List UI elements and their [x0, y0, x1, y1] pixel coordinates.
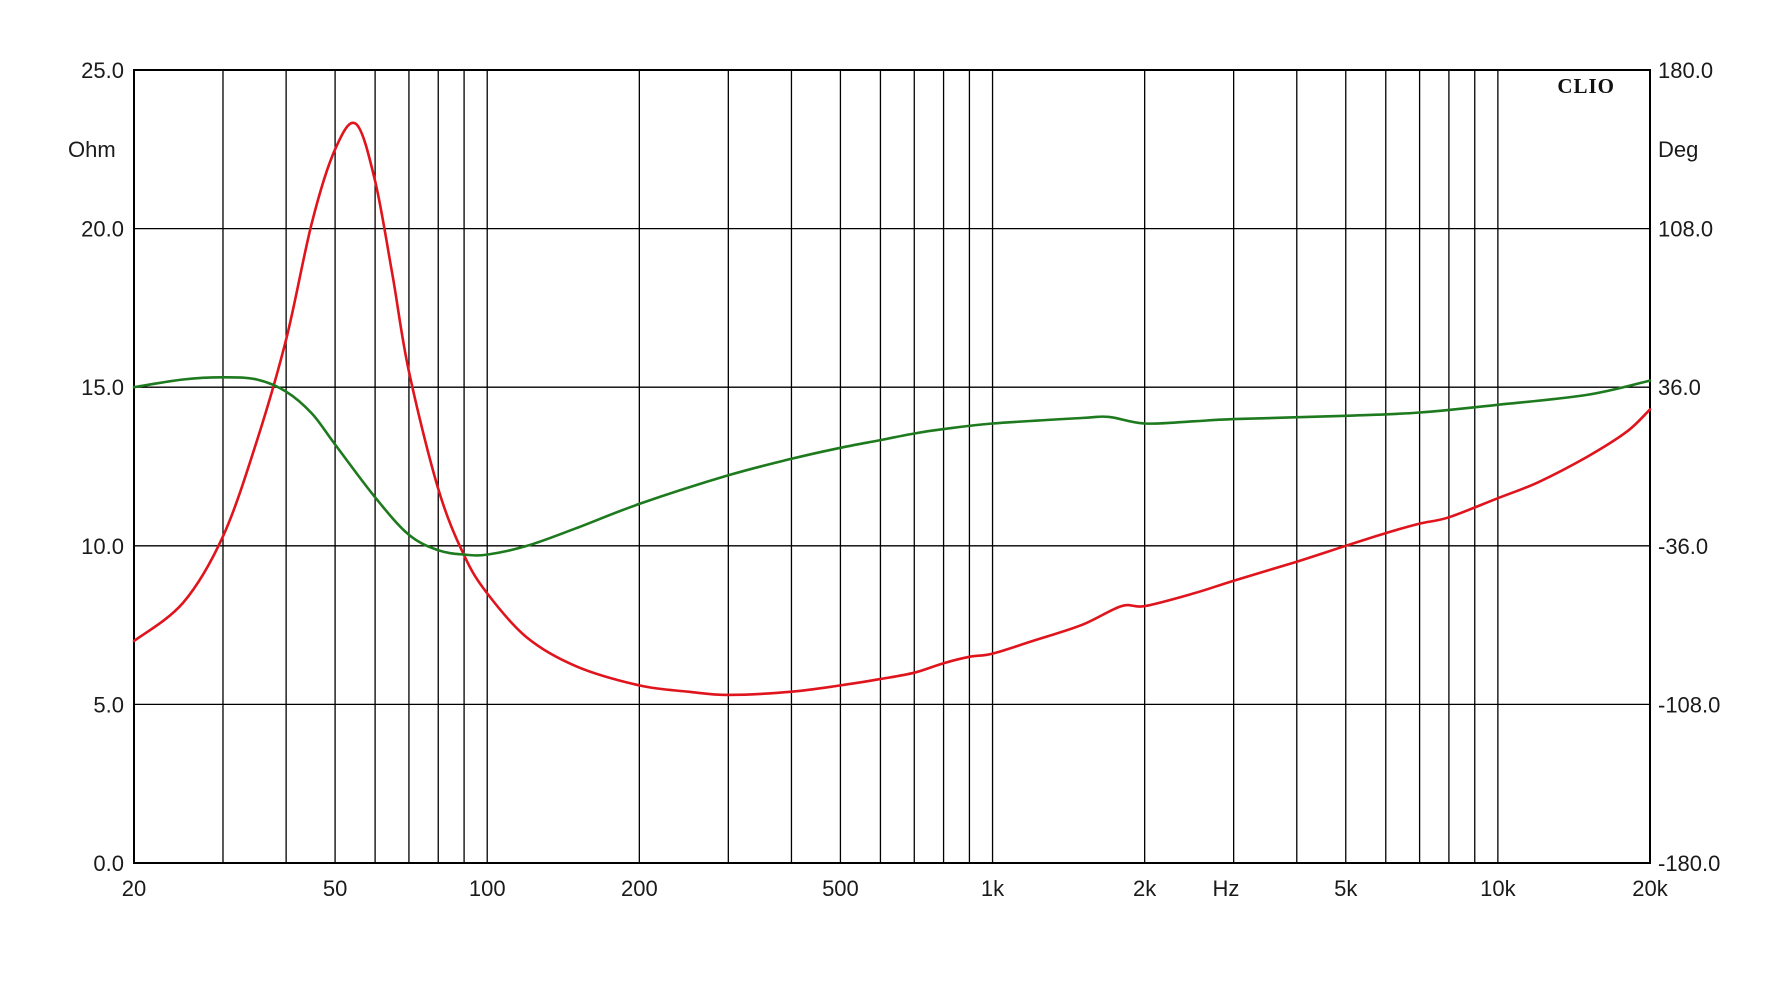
y-left-unit-label: Ohm	[68, 137, 116, 162]
x-tick-label: 50	[323, 876, 347, 901]
y-left-tick-label: 20.0	[81, 217, 124, 242]
y-right-tick-label: 36.0	[1658, 375, 1701, 400]
x-tick-label: 2k	[1133, 876, 1157, 901]
y-left-tick-label: 0.0	[93, 851, 124, 876]
y-left-tick-label: 25.0	[81, 58, 124, 83]
phase-curve	[132, 375, 1652, 557]
y-right-tick-label: -36.0	[1658, 534, 1708, 559]
y-left-tick-label: 15.0	[81, 375, 124, 400]
impedance-curve	[132, 121, 1652, 697]
x-tick-label: 20	[122, 876, 146, 901]
y-right-unit-label: Deg	[1658, 137, 1698, 162]
x-tick-label: 500	[822, 876, 859, 901]
y-right-tick-label: -180.0	[1658, 851, 1720, 876]
grid-lines	[134, 70, 1650, 863]
x-tick-label: 20k	[1632, 876, 1668, 901]
y-right-tick-label: 108.0	[1658, 217, 1713, 242]
x-tick-label: 5k	[1334, 876, 1358, 901]
y-left-tick-label: 5.0	[93, 692, 124, 717]
y-right-tick-label: -108.0	[1658, 692, 1720, 717]
brand-label: CLIO	[1557, 74, 1615, 98]
x-tick-label: 1k	[981, 876, 1005, 901]
x-tick-label: 100	[469, 876, 506, 901]
x-tick-label: 200	[621, 876, 658, 901]
series-layer	[132, 121, 1652, 697]
x-tick-label: 10k	[1480, 876, 1516, 901]
y-right-tick-label: 180.0	[1658, 58, 1713, 83]
axis-labels: 0.0 5.0 10.0 15.0 20.0 25.0 -180.0 -108.0 -36.0 3…	[81, 58, 1720, 901]
x-unit-label: Hz	[1213, 876, 1240, 901]
plot-background	[134, 70, 1650, 863]
y-left-tick-label: 10.0	[81, 534, 124, 559]
plot-frame	[133, 69, 1651, 864]
